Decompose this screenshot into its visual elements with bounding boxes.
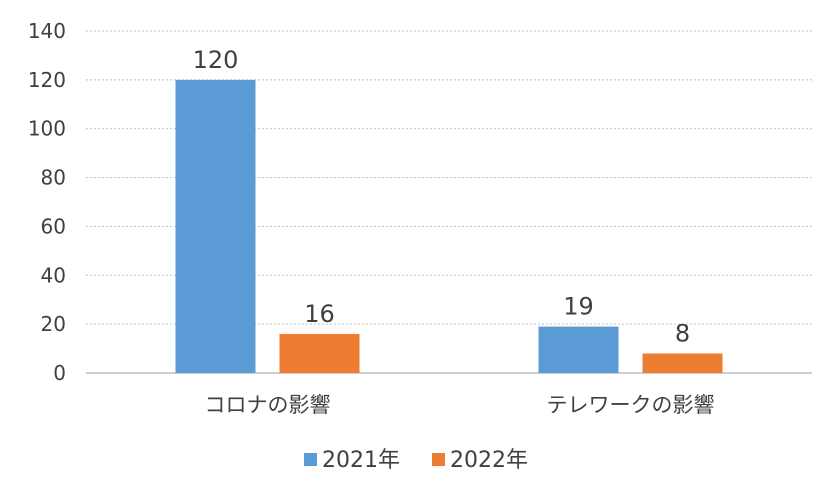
bar-1-2 — [538, 326, 619, 373]
data-label: 120 — [193, 46, 239, 74]
bar-2-1 — [279, 333, 360, 373]
bar-2-2 — [642, 353, 723, 373]
y-axis-ticks: 0 20 40 60 80 100 120 140 — [28, 19, 66, 385]
y-tick-label: 0 — [53, 361, 66, 385]
legend: 2021年 2022年 — [304, 448, 528, 473]
y-tick-label: 140 — [28, 19, 66, 43]
legend-swatch — [304, 453, 317, 466]
y-tick-label: 80 — [41, 166, 66, 190]
y-tick-label: 120 — [28, 68, 66, 92]
bar-1-1 — [175, 79, 256, 373]
category-label: コロナの影響 — [205, 393, 331, 417]
x-axis-categories: コロナの影響 テレワークの影響 — [205, 393, 715, 417]
y-tick-label: 100 — [28, 117, 66, 141]
bars — [175, 79, 723, 373]
legend-label: 2022年 — [450, 448, 528, 473]
legend-swatch — [432, 453, 445, 466]
data-label: 16 — [304, 300, 335, 328]
y-tick-label: 40 — [41, 263, 66, 287]
category-label: テレワークの影響 — [547, 393, 715, 417]
data-label: 19 — [563, 293, 594, 321]
data-labels: 120 16 19 8 — [193, 46, 691, 348]
legend-label: 2021年 — [322, 448, 400, 473]
y-tick-label: 20 — [41, 312, 66, 336]
data-label: 8 — [675, 319, 690, 347]
y-tick-label: 60 — [41, 214, 66, 238]
